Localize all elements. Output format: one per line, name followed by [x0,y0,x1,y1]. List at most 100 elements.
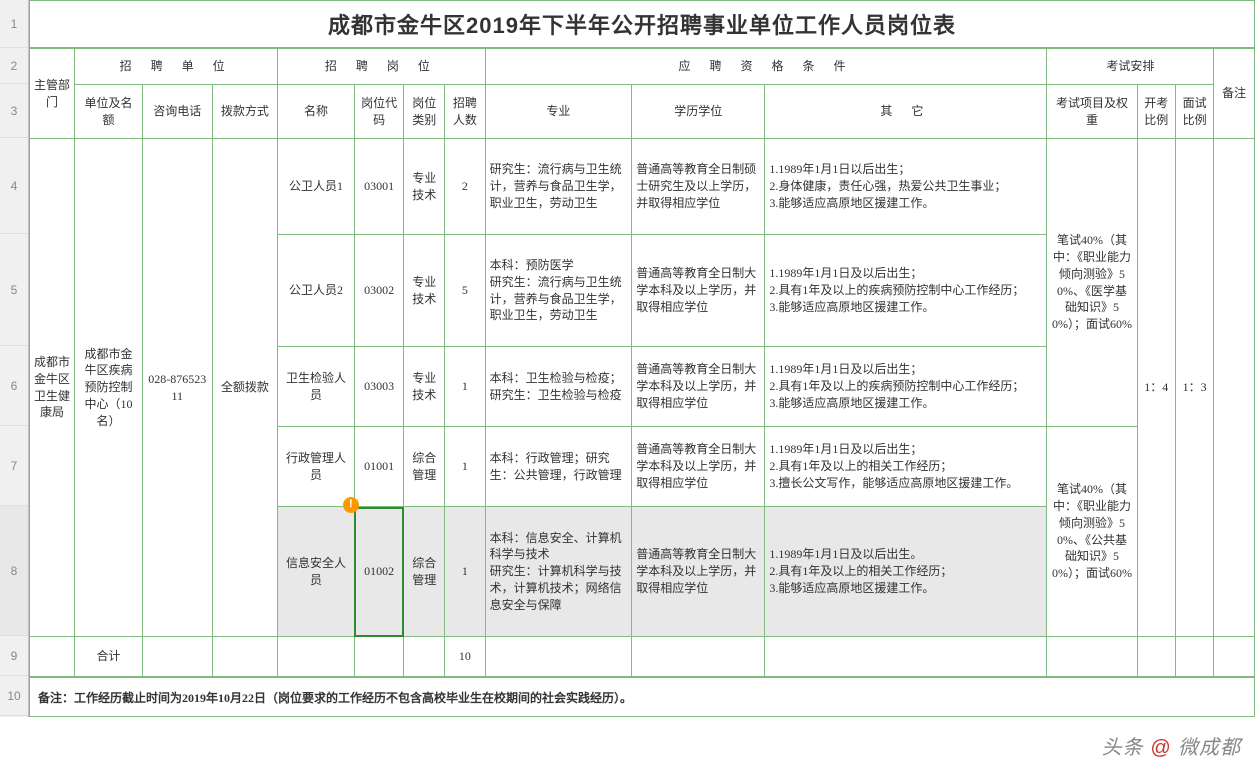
row-header[interactable]: 1 [0,0,28,48]
cell-remark[interactable] [1214,139,1255,637]
row-header[interactable]: 7 [0,426,28,506]
watermark-prefix: 头条 [1102,737,1144,759]
cell-empty[interactable] [212,637,277,677]
cell-funding[interactable]: 全额拨款 [212,139,277,637]
col-interview-ratio: 面试比例 [1175,85,1213,139]
row-header[interactable]: 5 [0,234,28,346]
spreadsheet: 1 2 3 4 5 6 7 8 9 10 成都市金牛区2019年下半年公开招聘事… [0,0,1255,717]
cell-other[interactable]: 1.1989年1月1日及以后出生。2.具有1年及以上的相关工作经历；3.能够适应… [765,507,1047,637]
cell-exam-item[interactable]: 笔试40%（其中：《职业能力倾向测验》50%、《公共基础知识》50%）；面试60… [1047,427,1137,637]
cell-other[interactable]: 1.1989年1月1日及以后出生；2.具有1年及以上的疾病预防控制中心工作经历；… [765,347,1047,427]
cell-phone[interactable]: 028-87652311 [142,139,212,637]
cell-edu[interactable]: 普通高等教育全日制大学本科及以上学历，并取得相应学位 [632,347,765,427]
col-exam-ratio: 开考比例 [1137,85,1175,139]
cell-post-code[interactable]: 03003 [354,347,404,427]
col-major: 专业 [485,85,632,139]
cell-total-label[interactable]: 合计 [75,637,143,677]
cell-empty[interactable] [1175,637,1213,677]
cell-dept[interactable]: 成都市金牛区卫生健康局 [30,139,75,637]
cell-major[interactable]: 本科：预防医学研究生：流行病与卫生统计，营养与食品卫生学，职业卫生，劳动卫生 [485,235,632,347]
row-header[interactable]: 10 [0,676,28,716]
sheet-content: 成都市金牛区2019年下半年公开招聘事业单位工作人员岗位表 主管部门 招 聘 单… [29,0,1255,717]
table-subheader-row: 单位及名额 咨询电话 拨款方式 名称 岗位代码 岗位类别 招聘人数 专业 学历学… [30,85,1255,139]
cell-count[interactable]: 2 [445,139,486,235]
cell-post-name[interactable]: 公卫人员1 [278,139,355,235]
cell-post-type[interactable]: 专业技术 [404,347,445,427]
cell-post-code[interactable]: 03001 [354,139,404,235]
cell-post-code[interactable]: 01001 [354,427,404,507]
cell-count[interactable]: 1 [445,427,486,507]
note-row[interactable]: 备注：工作经历截止时间为2019年10月22日（岗位要求的工作经历不包含高校毕业… [29,677,1255,717]
row-header[interactable]: 2 [0,48,28,84]
cell-post-name[interactable]: 公卫人员2 [278,235,355,347]
col-edu: 学历学位 [632,85,765,139]
col-unit-group: 招 聘 单 位 [75,49,278,85]
row-header[interactable]: 4 [0,138,28,234]
row-header[interactable]: 9 [0,636,28,676]
cell-edu[interactable]: 普通高等教育全日制大学本科及以上学历，并取得相应学位 [632,507,765,637]
watermark-name: 微成都 [1178,737,1241,759]
watermark: 头条 @ 微成都 [1102,731,1241,760]
table-header-row: 主管部门 招 聘 单 位 招 聘 岗 位 应 聘 资 格 条 件 考试安排 备注 [30,49,1255,85]
col-exam-group: 考试安排 [1047,49,1214,85]
col-remark: 备注 [1214,49,1255,139]
col-req-group: 应 聘 资 格 条 件 [485,49,1047,85]
cell-empty[interactable] [1047,637,1137,677]
col-unit-name: 单位及名额 [75,85,143,139]
col-post-group: 招 聘 岗 位 [278,49,486,85]
cell-exam-ratio[interactable]: 1：4 [1137,139,1175,637]
table-row: 成都市金牛区卫生健康局 成都市金牛区疾病预防控制中心（10名） 028-8765… [30,139,1255,235]
col-phone: 咨询电话 [142,85,212,139]
cell-unit[interactable]: 成都市金牛区疾病预防控制中心（10名） [75,139,143,637]
watermark-at: @ [1150,737,1171,759]
row-header[interactable]: 6 [0,346,28,426]
page-title: 成都市金牛区2019年下半年公开招聘事业单位工作人员岗位表 [29,0,1255,48]
cell-post-type[interactable]: 专业技术 [404,139,445,235]
row-header[interactable]: 8 [0,506,28,636]
row-header[interactable]: 3 [0,84,28,138]
table-total-row: 合计 10 [30,637,1255,677]
cell-other[interactable]: 1.1989年1月1日及以后出生；2.具有1年及以上的相关工作经历；3.擅长公文… [765,427,1047,507]
recruitment-table: 主管部门 招 聘 单 位 招 聘 岗 位 应 聘 资 格 条 件 考试安排 备注… [29,48,1255,677]
cell-major[interactable]: 研究生：流行病与卫生统计，营养与食品卫生学，职业卫生，劳动卫生 [485,139,632,235]
col-exam-item: 考试项目及权重 [1047,85,1137,139]
cell-post-name[interactable]: 行政管理人员 [278,427,355,507]
cell-edu[interactable]: 普通高等教育全日制硕士研究生及以上学历，并取得相应学位 [632,139,765,235]
cell-empty[interactable] [765,637,1047,677]
cell-other[interactable]: 1.1989年1月1日及以后出生；2.具有1年及以上的疾病预防控制中心工作经历；… [765,235,1047,347]
cell-major[interactable]: 本科：信息安全、计算机科学与技术研究生：计算机科学与技术，计算机技术；网络信息安… [485,507,632,637]
cell-post-type[interactable]: 专业技术 [404,235,445,347]
cell-major[interactable]: 本科：卫生检验与检疫；研究生：卫生检验与检疫 [485,347,632,427]
col-dept: 主管部门 [30,49,75,139]
cell-empty[interactable] [142,637,212,677]
cell-major[interactable]: 本科：行政管理；研究生：公共管理，行政管理 [485,427,632,507]
cell-count[interactable]: 1 [445,347,486,427]
cell-empty[interactable] [632,637,765,677]
cell-post-name[interactable]: 卫生检验人员 [278,347,355,427]
cell-empty[interactable] [1214,637,1255,677]
cell-edu[interactable]: 普通高等教育全日制大学本科及以上学历，并取得相应学位 [632,235,765,347]
cell-interview-ratio[interactable]: 1：3 [1175,139,1213,637]
cell-empty[interactable] [1137,637,1175,677]
cell-post-type[interactable]: 综合管理 [404,507,445,637]
col-post-type: 岗位类别 [404,85,445,139]
col-funding: 拨款方式 [212,85,277,139]
cell-empty[interactable] [30,637,75,677]
cell-exam-item[interactable]: 笔试40%（其中：《职业能力倾向测验》50%、《医学基础知识》50%）；面试60… [1047,139,1137,427]
cell-empty[interactable] [404,637,445,677]
cell-empty[interactable] [485,637,632,677]
cell-other[interactable]: 1.1989年1月1日以后出生；2.身体健康，责任心强，热爱公共卫生事业；3.能… [765,139,1047,235]
cell-empty[interactable] [278,637,355,677]
cell-count[interactable]: 5 [445,235,486,347]
cell-count[interactable]: 1 [445,507,486,637]
cell-comment-badge-icon[interactable]: ! [343,497,359,513]
cell-post-code[interactable]: 03002 [354,235,404,347]
cell-post-code-selected[interactable]: ! 01002 [354,507,404,637]
cell-total-count[interactable]: 10 [445,637,486,677]
cell-post-type[interactable]: 综合管理 [404,427,445,507]
cell-empty[interactable] [354,637,404,677]
cell-post-name[interactable]: 信息安全人员 [278,507,355,637]
row-header-column: 1 2 3 4 5 6 7 8 9 10 [0,0,29,717]
cell-edu[interactable]: 普通高等教育全日制大学本科及以上学历，并取得相应学位 [632,427,765,507]
col-post-code: 岗位代码 [354,85,404,139]
